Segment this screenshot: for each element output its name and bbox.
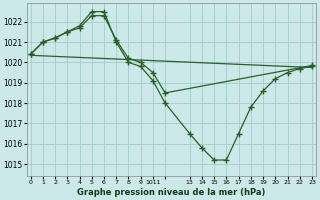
X-axis label: Graphe pression niveau de la mer (hPa): Graphe pression niveau de la mer (hPa) xyxy=(77,188,266,197)
